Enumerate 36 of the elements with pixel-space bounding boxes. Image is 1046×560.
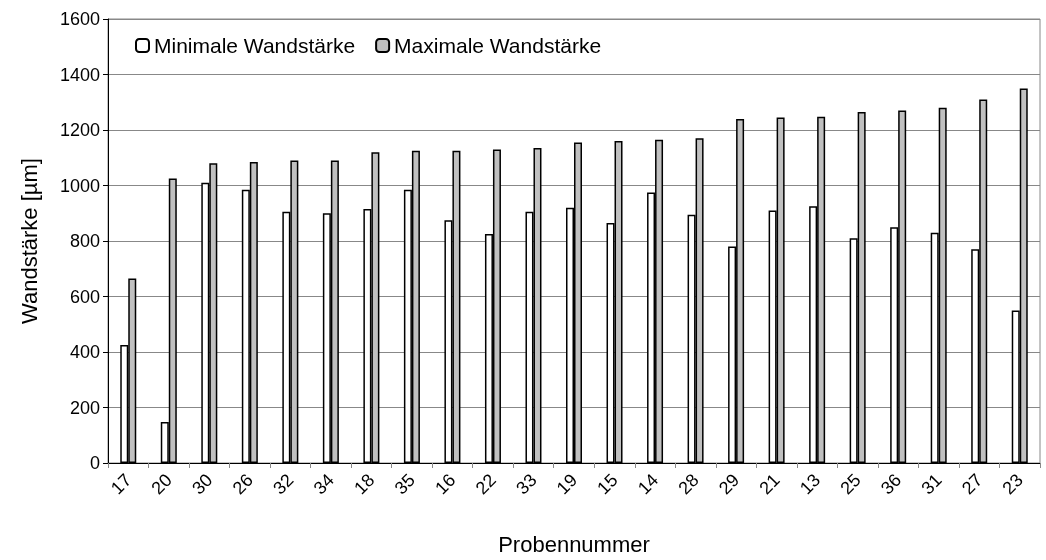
legend-label: Maximale Wandstärke <box>394 34 602 57</box>
x-tick-label: 13 <box>795 469 825 499</box>
x-tick-label: 21 <box>755 469 784 499</box>
x-tick-label: 29 <box>714 469 744 499</box>
y-tick-label: 0 <box>89 453 100 473</box>
x-tick-label: 28 <box>674 469 703 499</box>
x-tick-label: 34 <box>309 469 338 499</box>
x-axis-title: Probennummer <box>498 531 650 557</box>
x-tick-label: 22 <box>471 469 501 499</box>
x-tick-label: 23 <box>998 469 1027 499</box>
x-tick-label: 36 <box>876 469 906 499</box>
x-tick-label: 14 <box>633 469 663 499</box>
x-tick-label: 27 <box>957 469 987 499</box>
x-tick-label: 31 <box>917 469 946 499</box>
x-tick-label: 19 <box>552 469 582 499</box>
y-tick-label: 800 <box>69 231 100 251</box>
y-tick-label: 400 <box>69 342 100 362</box>
x-tick-label: 15 <box>593 469 622 499</box>
legend-label: Minimale Wandstärke <box>154 34 356 57</box>
x-tick-label: 25 <box>836 469 865 499</box>
y-tick-label: 1600 <box>59 9 100 29</box>
y-tick-label: 200 <box>69 397 100 418</box>
x-tick-label: 17 <box>107 469 136 499</box>
x-tick-label: 26 <box>228 469 257 499</box>
x-tick-label: 32 <box>269 469 298 499</box>
x-tick-label: 33 <box>512 469 541 499</box>
x-tick-label: 18 <box>350 469 379 499</box>
x-tick-label: 20 <box>147 469 176 499</box>
y-tick-label: 600 <box>69 286 100 307</box>
x-tick-label: 35 <box>390 469 419 499</box>
y-tick-label: 1200 <box>59 120 100 140</box>
y-axis-title: Wandstärke [µm] <box>16 158 42 324</box>
y-tick-label: 1000 <box>59 175 100 196</box>
y-tick-label: 1400 <box>59 64 100 85</box>
x-tick-label: 30 <box>188 469 217 499</box>
x-tick-label: 16 <box>431 469 460 499</box>
